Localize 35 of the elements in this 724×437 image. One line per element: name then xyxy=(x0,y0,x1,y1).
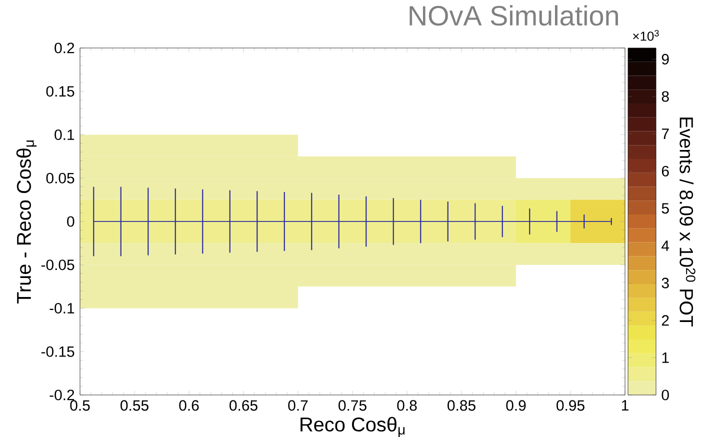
y-tick-label: 0.15 xyxy=(46,86,74,97)
y-tick-label: -0.15 xyxy=(41,346,74,357)
x-tick-label: 0.5 xyxy=(70,400,90,411)
x-tick-label: 0.6 xyxy=(179,400,199,411)
y-tick-label: -0.05 xyxy=(41,260,74,270)
y-tick-label: 0.2 xyxy=(54,42,74,54)
y-axis-title: True - Reco Cosθ$_{μ}$ xyxy=(16,140,37,304)
color-bar-label: 7 xyxy=(662,128,669,139)
color-bar-label: 4 xyxy=(662,240,670,251)
color-bar-label: 6 xyxy=(662,166,669,176)
x-tick-label: 0.55 xyxy=(120,400,148,411)
x-tick-label: 1 xyxy=(622,400,628,410)
x-tick-label: 0.85 xyxy=(448,400,476,411)
color-bar-label: 9 xyxy=(662,54,669,64)
y-tick-label: 0.05 xyxy=(46,172,74,184)
y-tick-label: -0.1 xyxy=(50,302,74,314)
color-bar-label: 8 xyxy=(662,91,669,102)
color-bar-label: 0 xyxy=(662,390,669,400)
x-tick-label: 0.95 xyxy=(556,400,584,411)
color-bar-label: 3 xyxy=(662,278,669,288)
x-axis-title: Reco Cosθ$_{μ}$ xyxy=(300,416,405,437)
y-tick-label: 0.1 xyxy=(54,129,74,140)
color-bar-label: 1 xyxy=(662,352,669,363)
color-bar-label: 2 xyxy=(662,315,669,326)
x-tick-label: 0.65 xyxy=(230,400,258,411)
color-bar-label: 5 xyxy=(662,203,669,214)
x-tick-label: 0.7 xyxy=(288,400,308,411)
y-tick-label: 0 xyxy=(67,216,74,227)
chart-title: NOvA Simulation xyxy=(410,5,618,26)
x-tick-label: 0.75 xyxy=(338,400,366,411)
x-tick-label: 0.8 xyxy=(397,400,417,411)
color-bar-title: Events / 8.09 x 10$^{20}$ POT xyxy=(680,118,696,327)
text: ×10$^{3}$ xyxy=(633,30,659,41)
y-tick-label: -0.2 xyxy=(50,390,74,400)
x-tick-label: 0.9 xyxy=(506,400,526,411)
